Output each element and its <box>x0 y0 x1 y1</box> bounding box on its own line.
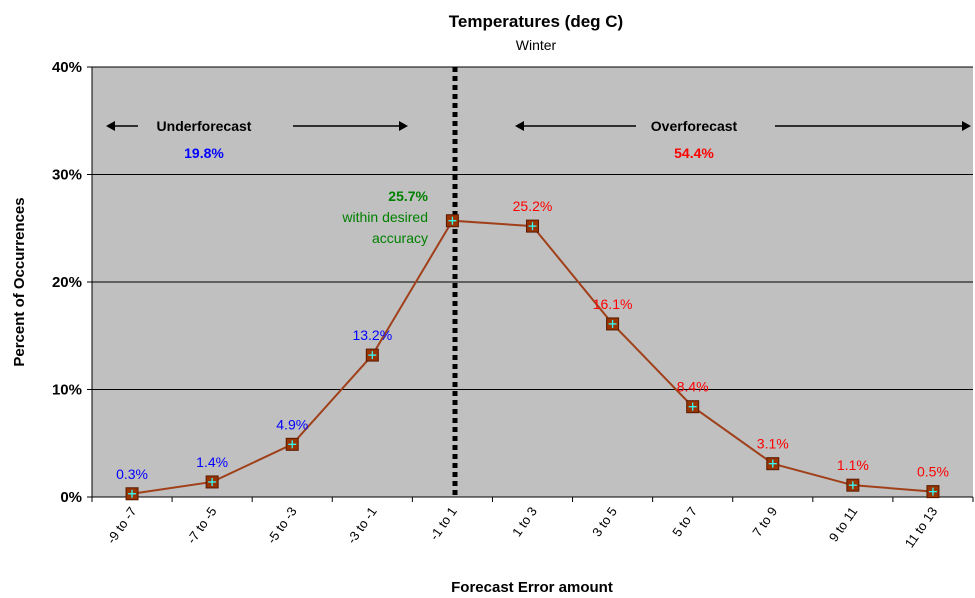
y-tick-label: 10% <box>52 382 82 399</box>
x-tick-label: 9 to 11 <box>826 504 861 544</box>
x-tick-label: 7 to 9 <box>749 504 780 539</box>
data-label: 0.3% <box>116 466 148 482</box>
y-tick-label: 20% <box>52 274 82 291</box>
underforecast-label: Underforecast <box>157 118 252 134</box>
data-label: 13.2% <box>352 327 392 343</box>
y-tick-label: 0% <box>60 489 82 506</box>
data-label: 8.4% <box>677 379 709 395</box>
x-axis-label: Forecast Error amount <box>451 579 613 596</box>
overforecast-label: Overforecast <box>651 118 738 134</box>
chart-subtitle: Winter <box>516 37 557 53</box>
x-tick-label: -1 to 1 <box>426 504 459 543</box>
accuracy-line-2: accuracy <box>372 230 428 246</box>
data-label: 1.4% <box>196 454 228 470</box>
over-arrowhead-right <box>962 121 971 131</box>
overforecast-percent: 54.4% <box>674 145 714 161</box>
x-tick-label: -7 to -5 <box>184 504 220 546</box>
accuracy-percent: 25.7% <box>388 188 428 204</box>
under-arrowhead-right <box>399 121 408 131</box>
data-label: 4.9% <box>276 416 308 432</box>
x-tick-label: 3 to 5 <box>589 504 620 539</box>
data-label: 1.1% <box>837 457 869 473</box>
y-tick-label: 30% <box>52 167 82 184</box>
under-arrowhead-left <box>106 121 115 131</box>
over-arrowhead-left <box>515 121 524 131</box>
x-tick-label: -3 to -1 <box>344 504 380 546</box>
x-tick-label: -9 to -7 <box>104 504 140 546</box>
data-label: 16.1% <box>593 296 633 312</box>
data-label: 3.1% <box>757 436 789 452</box>
y-tick-label: 40% <box>52 59 82 76</box>
y-axis-label: Percent of Occurrences <box>11 197 28 366</box>
data-label: 0.5% <box>917 464 949 480</box>
data-label: 25.2% <box>513 198 553 214</box>
x-tick-label: -5 to -3 <box>264 504 300 546</box>
x-tick-label: 1 to 3 <box>509 504 540 539</box>
x-tick-label: 5 to 7 <box>669 504 700 539</box>
accuracy-line-1: within desired <box>341 209 428 225</box>
chart-title: Temperatures (deg C) <box>449 12 623 31</box>
underforecast-percent: 19.8% <box>184 145 224 161</box>
x-tick-label: 11 to 13 <box>902 504 941 550</box>
